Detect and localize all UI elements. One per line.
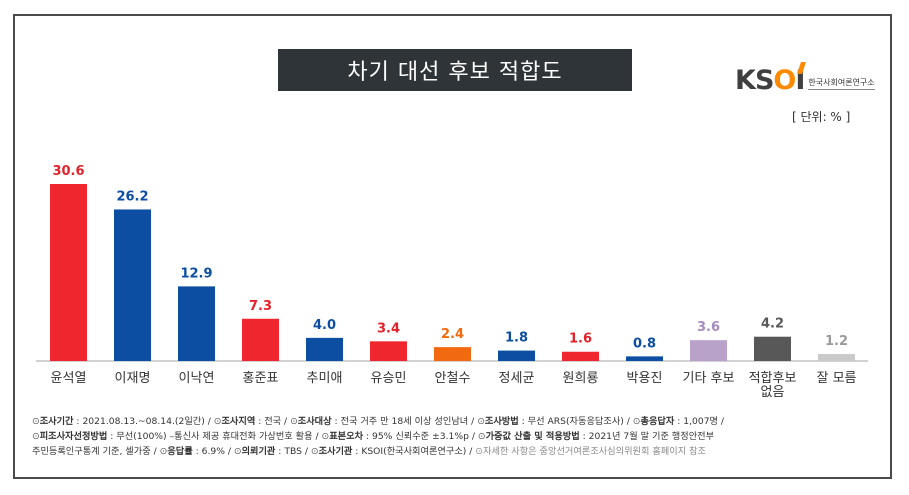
logo-subtitle: 한국사회여론연구소 bbox=[808, 77, 875, 90]
circle-dot-icon: ⊙ bbox=[233, 446, 242, 457]
bar-6 bbox=[370, 341, 407, 361]
footnote-key: 응답률 bbox=[167, 446, 193, 457]
bar-8 bbox=[498, 350, 535, 361]
footnote-text: 주민등록인구통계 기준, 셀가중 bbox=[32, 446, 151, 457]
bar-1 bbox=[50, 184, 87, 361]
category-label-7: 안철수 bbox=[435, 371, 471, 386]
ksoi-logo: KSOI 한국사회여론연구소 bbox=[735, 62, 875, 96]
circle-dot-icon: ⊙ bbox=[32, 416, 40, 427]
bar-12 bbox=[754, 336, 791, 361]
footnote-value: TBS bbox=[284, 446, 302, 457]
logo-letter-i: I bbox=[795, 65, 805, 96]
category-label-1: 윤석열 bbox=[51, 371, 87, 386]
value-label-13: 1.2 bbox=[825, 334, 848, 349]
bar-5 bbox=[306, 337, 343, 361]
footnote-key: 표본오차 bbox=[329, 431, 364, 442]
category-label-9: 원희룡 bbox=[563, 371, 599, 386]
footnote-value: 전국 bbox=[264, 416, 282, 427]
value-label-6: 3.4 bbox=[377, 321, 400, 336]
value-label-3: 12.9 bbox=[180, 266, 212, 281]
logo-letter-k: K bbox=[735, 65, 756, 96]
footnote-key: 가중값 산출 및 적용방법 bbox=[485, 431, 580, 442]
survey-footnote: ⊙조사기간 : 2021.08.13.~08.14.(2일간) / ⊙조사지역 … bbox=[32, 414, 880, 459]
footnote-key: 조사기관 bbox=[318, 446, 353, 457]
value-label-5: 4.0 bbox=[313, 318, 336, 333]
footnote-line-2: ⊙피조사자선정방법 : 무선(100%) –통신사 제공 휴대전화 가상번호 활… bbox=[32, 431, 715, 442]
logo-mark: KSOI bbox=[735, 62, 806, 96]
circle-dot-icon: ⊙ bbox=[159, 446, 168, 457]
value-label-10: 0.8 bbox=[633, 336, 656, 351]
value-label-7: 2.4 bbox=[441, 327, 464, 342]
chart-frame bbox=[13, 14, 892, 479]
footnote-value: 95% 신뢰수준 ±3.1%p bbox=[371, 431, 469, 442]
footnote-key: 조사기간 bbox=[39, 416, 74, 427]
footnote-value: 1,007명 bbox=[683, 416, 719, 427]
bar-2 bbox=[114, 209, 151, 361]
value-label-2: 26.2 bbox=[116, 189, 148, 204]
bar-11 bbox=[690, 340, 727, 361]
category-label-11: 기타 후보 bbox=[683, 371, 735, 386]
circle-dot-icon: ⊙ bbox=[477, 431, 486, 442]
bar-4 bbox=[242, 318, 279, 361]
footnote-key: 피조사자선정방법 bbox=[39, 431, 108, 442]
circle-dot-icon: ⊙ bbox=[310, 446, 319, 457]
category-label-8: 정세균 bbox=[499, 371, 535, 386]
bar-13 bbox=[818, 354, 855, 361]
footnote-key: 조사방법 bbox=[484, 416, 519, 427]
value-label-12: 4.2 bbox=[761, 317, 784, 332]
bars-group: 30.6 윤석열 26.2 이재명 12.9 이낙연 7.3 홍준표 4.0 추미애 3.4 유승민 2… bbox=[50, 164, 857, 400]
footnote-key: 조사대상 bbox=[297, 416, 332, 427]
circle-dot-icon: ⊙ bbox=[290, 416, 298, 427]
footnote-line-3: 주민등록인구통계 기준, 셀가중 / ⊙응답률 : 6.9% / ⊙의뢰기관 :… bbox=[32, 446, 706, 457]
value-label-11: 3.6 bbox=[697, 320, 720, 335]
footnote-key: 총응답자 bbox=[640, 416, 675, 427]
footnote-key: 의뢰기관 bbox=[241, 446, 276, 457]
category-label-13: 잘 모름 bbox=[816, 371, 856, 386]
footnote-value: KSOI(한국사회여론연구소) bbox=[361, 446, 467, 457]
footnote-value: 무선(100%) –통신사 제공 휴대전화 가상번호 활용 bbox=[116, 431, 313, 442]
value-label-9: 1.6 bbox=[569, 332, 592, 347]
footnote-value: 2021년 7월 말 기준 행정안전부 bbox=[588, 431, 715, 442]
bar-9 bbox=[562, 351, 599, 361]
chart-title: 차기 대선 후보 적합도 bbox=[278, 49, 632, 91]
footnote-value: 전국 거주 만 18세 이상 성인남녀 bbox=[340, 416, 469, 427]
category-label-3: 이낙연 bbox=[179, 371, 215, 386]
category-label-10: 박용진 bbox=[627, 371, 663, 386]
bar-10 bbox=[626, 356, 663, 361]
logo-letter-o: O bbox=[773, 65, 796, 96]
unit-label: [ 단위: % ] bbox=[792, 110, 851, 124]
footnote-value: 무선 ARS(자동응답조사) bbox=[527, 416, 624, 427]
footnote-key: 조사지역 bbox=[221, 416, 256, 427]
footnote-value: 2021.08.13.~08.14.(2일간) bbox=[82, 416, 205, 427]
footnote-value: 6.9% bbox=[201, 446, 225, 457]
value-label-4: 7.3 bbox=[249, 299, 272, 314]
value-label-8: 1.8 bbox=[505, 331, 528, 346]
category-label-6: 유승민 bbox=[371, 371, 407, 386]
circle-dot-icon: ⊙ bbox=[632, 416, 641, 427]
bar-3 bbox=[178, 286, 215, 361]
footnote-tail: ⊙자세한 사항은 중앙선거여론조사심의위원회 홈페이지 참조 bbox=[475, 446, 706, 457]
circle-dot-icon: ⊙ bbox=[321, 431, 330, 442]
circle-dot-icon: ⊙ bbox=[32, 431, 40, 442]
value-label-1: 30.6 bbox=[52, 164, 84, 179]
bar-7 bbox=[434, 347, 471, 361]
category-label-12: 적합후보 없음 bbox=[749, 371, 797, 400]
footnote-line-1: ⊙조사기간 : 2021.08.13.~08.14.(2일간) / ⊙조사지역 … bbox=[32, 416, 725, 427]
circle-dot-icon: ⊙ bbox=[477, 416, 485, 427]
logo-letter-s: S bbox=[754, 65, 774, 96]
category-label-5: 추미애 bbox=[307, 371, 343, 386]
category-label-2: 이재명 bbox=[115, 371, 151, 386]
circle-dot-icon: ⊙ bbox=[213, 416, 222, 427]
category-label-4: 홍준표 bbox=[243, 371, 279, 386]
chart-title-text: 차기 대선 후보 적합도 bbox=[347, 60, 563, 85]
